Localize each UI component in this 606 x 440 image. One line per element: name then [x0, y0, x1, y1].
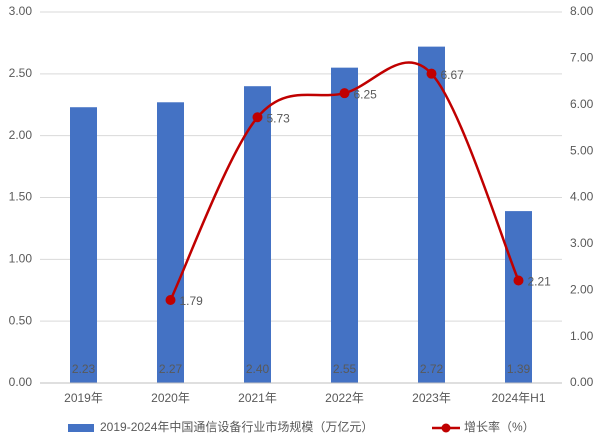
- y-tick-label: 1.00: [9, 252, 33, 266]
- y-tick-label: 2.00: [9, 128, 33, 142]
- y-tick-label: 2.50: [9, 66, 33, 80]
- x-tick-label: 2023年: [412, 391, 451, 405]
- line-point: [252, 112, 263, 123]
- line-value-label: 6.25: [354, 87, 378, 101]
- y2-tick-label: 3.00: [570, 236, 594, 250]
- y-tick-label: 0.50: [9, 313, 33, 327]
- x-tick-label: 2019年: [64, 391, 103, 405]
- bar-value-label: 2.55: [333, 362, 357, 376]
- line-point: [426, 68, 437, 79]
- legend-swatch: [68, 424, 94, 432]
- x-tick-label: 2021年: [238, 391, 277, 405]
- x-tick-label: 2022年: [325, 391, 364, 405]
- y-tick-label: 0.00: [9, 375, 33, 389]
- line-point: [165, 294, 176, 305]
- x-tick-label: 2024年H1: [491, 391, 545, 405]
- legend-label: 2019-2024年中国通信设备行业市场规模（万亿元）: [100, 419, 373, 434]
- line-value-label: 6.67: [441, 68, 465, 82]
- y2-tick-label: 5.00: [570, 143, 594, 157]
- bar: [418, 46, 445, 383]
- y-tick-label: 3.00: [9, 4, 33, 18]
- y2-tick-label: 6.00: [570, 97, 594, 111]
- y2-tick-label: 8.00: [570, 4, 594, 18]
- y-tick-label: 1.50: [9, 190, 33, 204]
- line-point: [513, 275, 524, 286]
- bar: [331, 67, 358, 384]
- bar-value-label: 2.40: [246, 362, 270, 376]
- y2-tick-label: 7.00: [570, 51, 594, 65]
- y2-tick-label: 2.00: [570, 282, 594, 296]
- bar-value-label: 2.72: [420, 362, 444, 376]
- bar: [157, 102, 184, 383]
- bar: [505, 211, 532, 383]
- line-point: [339, 88, 350, 99]
- bar-value-label: 2.23: [72, 362, 96, 376]
- x-tick-label: 2020年: [151, 391, 190, 405]
- bar-value-label: 1.39: [507, 362, 531, 376]
- bar: [70, 107, 97, 384]
- y2-tick-label: 4.00: [570, 190, 594, 204]
- legend-label: 增长率（%）: [464, 419, 535, 434]
- y2-tick-label: 1.00: [570, 329, 594, 343]
- line-value-label: 2.21: [528, 275, 552, 289]
- bar-value-label: 2.27: [159, 362, 183, 376]
- y2-tick-label: 0.00: [570, 375, 594, 389]
- legend-swatch: [441, 423, 451, 433]
- line-value-label: 1.79: [180, 294, 204, 308]
- line-value-label: 5.73: [267, 111, 291, 125]
- bar: [244, 86, 271, 383]
